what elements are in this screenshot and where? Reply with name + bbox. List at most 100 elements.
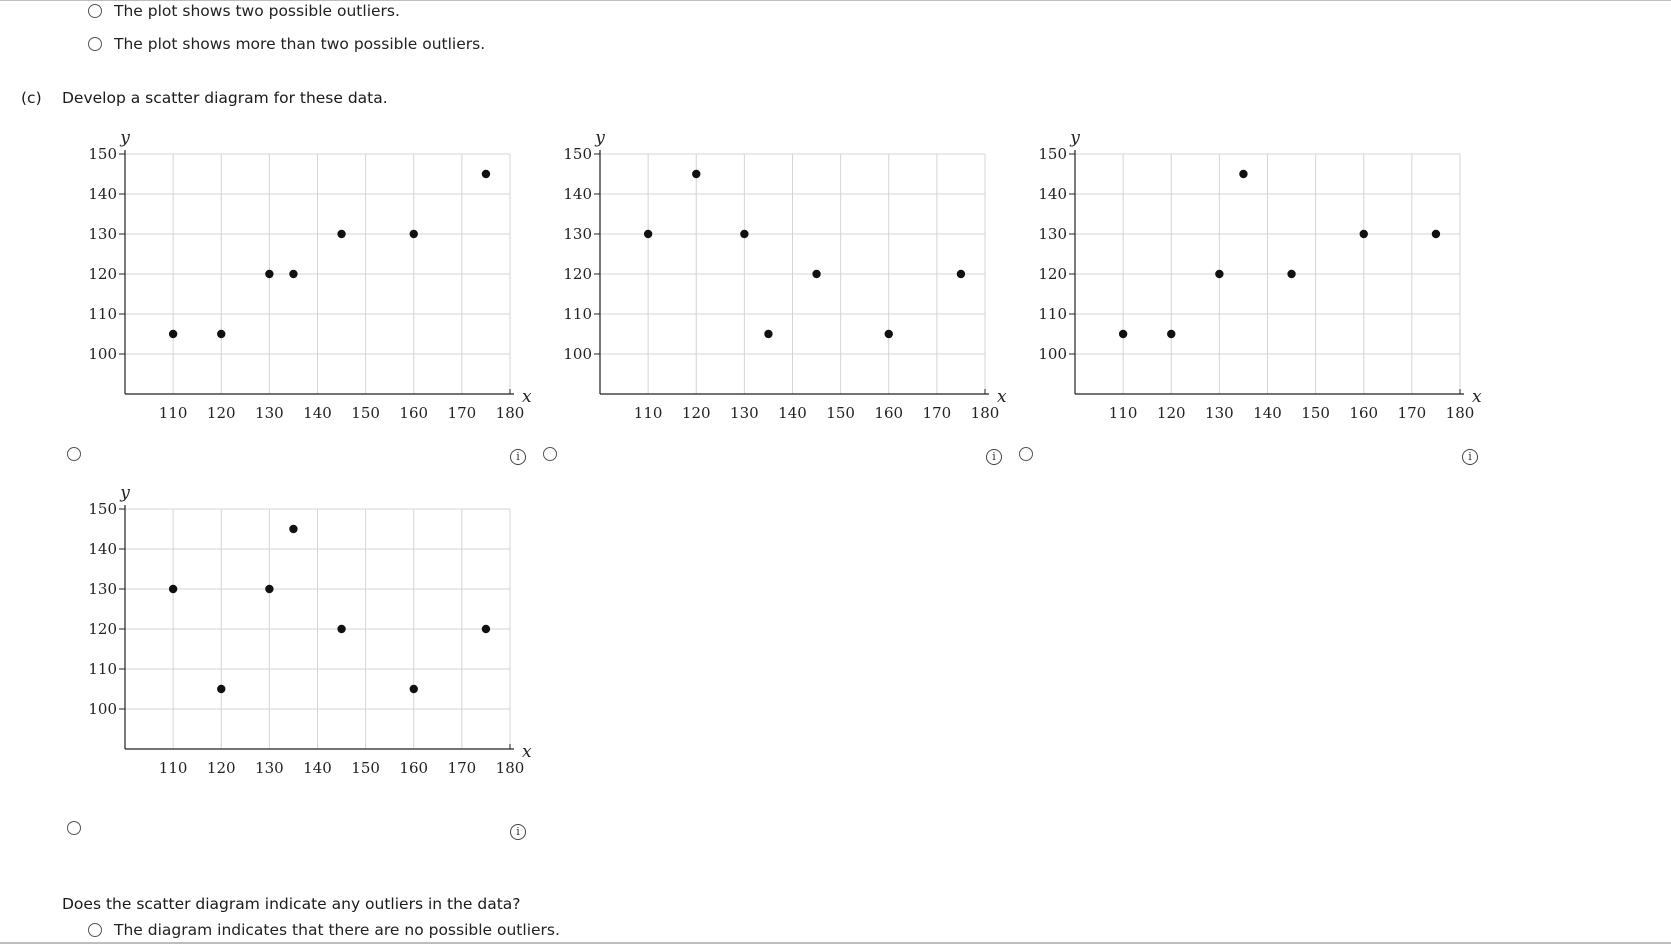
data-point	[409, 229, 418, 239]
data-point	[692, 169, 701, 179]
y-tick-label: 150	[563, 145, 592, 163]
part-instruction: Develop a scatter diagram for these data…	[62, 89, 388, 107]
y-tick-label: 150	[88, 500, 117, 518]
x-axis-title: x	[1472, 387, 1482, 407]
scatter-plot-choice-3: 100 110 120 130 140 150 110 120 130 140 150 160 170 1…	[1030, 121, 1500, 422]
y-tick-label: 140	[1038, 185, 1067, 203]
y-tick-label: 130	[1038, 225, 1067, 243]
x-tick-label: 130	[730, 404, 759, 422]
info-icon[interactable]: i	[1462, 449, 1478, 465]
x-tick-label: 150	[1301, 404, 1330, 422]
data-point	[265, 269, 274, 279]
option-label: The plot shows two possible outliers.	[114, 2, 400, 20]
y-tick-label: 130	[563, 225, 592, 243]
y-tick-label: 110	[88, 660, 117, 678]
choice-radio-4[interactable]	[67, 821, 81, 835]
y-tick-label: 100	[88, 345, 117, 363]
y-axis-title: y	[119, 128, 130, 148]
data-point	[168, 329, 178, 339]
y-axis-title: y	[119, 483, 130, 503]
y-tick-label: 140	[88, 540, 117, 558]
data-point	[812, 269, 821, 279]
y-tick-label: 100	[1038, 345, 1067, 363]
option-label: The plot shows more than two possible ou…	[114, 35, 486, 53]
data-point	[1431, 229, 1441, 239]
x-tick-label: 170	[448, 404, 477, 422]
x-tick-label: 150	[826, 404, 855, 422]
data-point	[1287, 269, 1296, 279]
data-point	[168, 584, 178, 594]
data-point	[1215, 269, 1224, 279]
y-axis-title: y	[1069, 128, 1080, 148]
data-point	[217, 329, 226, 339]
data-point	[1167, 329, 1176, 339]
x-tick-label: 160	[399, 404, 428, 422]
radio-button[interactable]	[88, 923, 102, 937]
y-tick-label: 120	[563, 265, 592, 283]
data-point	[1239, 169, 1248, 179]
x-tick-label: 120	[207, 759, 236, 777]
x-tick-label: 170	[448, 759, 477, 777]
info-icon[interactable]: i	[510, 824, 526, 840]
scatter-plot-svg: 100 110 120 130 140 150 110 120 130 140 150 160 170 1…	[1038, 128, 1482, 422]
x-tick-label: 120	[682, 404, 711, 422]
scatter-plot-choice-4: 100 110 120 130 140 150 110 120 130 140 150 160 170 1…	[80, 476, 550, 777]
y-tick-label: 150	[1038, 145, 1067, 163]
y-tick-label: 140	[88, 185, 117, 203]
data-point	[643, 229, 653, 239]
data-point	[289, 269, 298, 279]
data-point	[337, 624, 346, 634]
y-axis-title: y	[594, 128, 605, 148]
x-tick-label: 150	[351, 404, 380, 422]
radio-button[interactable]	[88, 4, 102, 18]
x-tick-label: 110	[159, 404, 188, 422]
x-tick-label: 170	[1398, 404, 1427, 422]
data-point	[481, 624, 491, 634]
x-tick-label: 150	[351, 759, 380, 777]
data-point	[217, 684, 226, 694]
x-tick-label: 110	[159, 759, 188, 777]
y-tick-label: 110	[88, 305, 117, 323]
y-tick-label: 100	[563, 345, 592, 363]
info-icon[interactable]: i	[986, 449, 1002, 465]
scatter-plot-choice-1: 100 110 120 130 140 150 110 120 130 140 150 160 170 1…	[80, 121, 550, 422]
option-more-than-two-outliers[interactable]: The plot shows more than two possible ou…	[88, 35, 485, 53]
x-tick-label: 160	[399, 759, 428, 777]
data-point	[956, 269, 966, 279]
choice-radio-3[interactable]	[1019, 447, 1033, 461]
part-label: (c)	[21, 89, 42, 107]
option-two-outliers[interactable]: The plot shows two possible outliers.	[88, 2, 400, 20]
x-tick-label: 140	[303, 759, 332, 777]
scatter-plot-svg: 100 110 120 130 140 150 110 120 130 140 150 160 170 1…	[88, 128, 532, 422]
y-tick-label: 120	[88, 265, 117, 283]
x-tick-label: 130	[1205, 404, 1234, 422]
y-tick-label: 150	[88, 145, 117, 163]
data-point	[764, 329, 773, 339]
x-tick-label: 160	[1349, 404, 1378, 422]
x-tick-label: 110	[634, 404, 663, 422]
option-label: The diagram indicates that there are no …	[114, 921, 560, 939]
y-tick-label: 130	[88, 225, 117, 243]
choice-radio-2[interactable]	[543, 447, 557, 461]
choice-radio-1[interactable]	[67, 447, 81, 461]
scatter-plot-svg: 100 110 120 130 140 150 110 120 130 140 150 160 170 1…	[88, 483, 532, 777]
radio-button[interactable]	[88, 37, 102, 51]
x-tick-label: 160	[874, 404, 903, 422]
x-tick-label: 140	[303, 404, 332, 422]
x-tick-label: 120	[207, 404, 236, 422]
x-tick-label: 180	[496, 759, 525, 777]
x-tick-label: 130	[255, 404, 284, 422]
x-axis-title: x	[522, 387, 532, 407]
x-tick-label: 180	[1446, 404, 1475, 422]
option-no-outliers[interactable]: The diagram indicates that there are no …	[88, 921, 560, 939]
data-point	[884, 329, 893, 339]
y-tick-label: 100	[88, 700, 117, 718]
x-tick-label: 140	[778, 404, 807, 422]
x-tick-label: 140	[1253, 404, 1282, 422]
y-tick-label: 130	[88, 580, 117, 598]
x-tick-label: 110	[1109, 404, 1138, 422]
info-icon[interactable]: i	[510, 449, 526, 465]
x-tick-label: 120	[1157, 404, 1186, 422]
x-axis-title: x	[997, 387, 1007, 407]
scatter-plot-svg: 100 110 120 130 140 150 110 120 130 140 150 160 170 1…	[563, 128, 1007, 422]
